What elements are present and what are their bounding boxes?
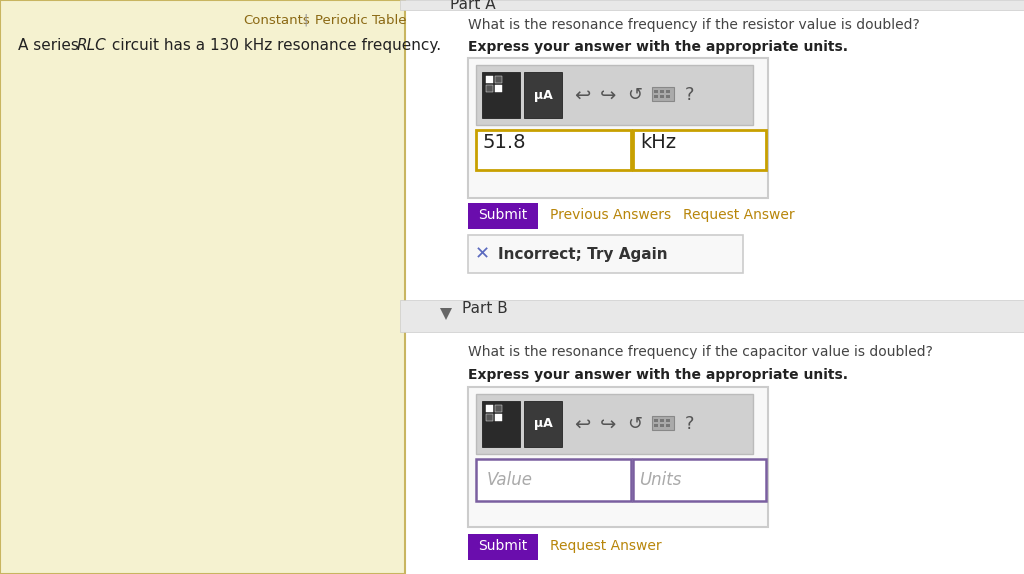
Text: ↪: ↪ xyxy=(600,86,616,104)
Bar xyxy=(476,459,631,501)
Text: Submit: Submit xyxy=(478,208,527,222)
Bar xyxy=(468,235,743,273)
Text: |: | xyxy=(303,14,307,27)
Text: Express your answer with the appropriate units.: Express your answer with the appropriate… xyxy=(468,40,848,54)
Bar xyxy=(524,401,562,447)
Text: ↺: ↺ xyxy=(628,86,643,104)
Text: ?: ? xyxy=(684,86,693,104)
Bar xyxy=(654,95,658,98)
Text: A series: A series xyxy=(18,38,84,53)
Bar xyxy=(400,0,1024,10)
Bar xyxy=(633,459,766,501)
Bar xyxy=(476,65,753,125)
Bar xyxy=(652,416,674,430)
Bar xyxy=(486,405,493,412)
Bar xyxy=(476,394,753,454)
Text: RLC: RLC xyxy=(77,38,106,53)
Text: Express your answer with the appropriate units.: Express your answer with the appropriate… xyxy=(468,368,848,382)
Text: Value: Value xyxy=(487,471,534,489)
Text: ↺: ↺ xyxy=(628,415,643,433)
Bar xyxy=(468,387,768,527)
Text: Units: Units xyxy=(639,471,681,489)
Bar xyxy=(468,58,768,198)
Bar xyxy=(476,130,631,170)
Text: ✕: ✕ xyxy=(474,245,489,263)
Text: Submit: Submit xyxy=(478,539,527,553)
Bar xyxy=(652,87,674,101)
Text: Constants: Constants xyxy=(243,14,309,27)
Text: Request Answer: Request Answer xyxy=(550,539,662,553)
Bar xyxy=(468,203,538,229)
Text: 51.8: 51.8 xyxy=(483,133,526,152)
Bar xyxy=(660,424,664,427)
Bar xyxy=(495,76,502,83)
Bar xyxy=(633,130,766,170)
Bar xyxy=(654,419,658,422)
Text: ↩: ↩ xyxy=(573,414,590,433)
Text: Periodic Table: Periodic Table xyxy=(315,14,407,27)
Bar xyxy=(400,300,1024,332)
Bar xyxy=(666,419,670,422)
Bar xyxy=(482,72,520,118)
Bar xyxy=(654,424,658,427)
Text: Incorrect; Try Again: Incorrect; Try Again xyxy=(498,246,668,262)
Bar xyxy=(495,85,502,92)
Text: Request Answer: Request Answer xyxy=(683,208,795,222)
Text: Previous Answers: Previous Answers xyxy=(550,208,671,222)
Bar xyxy=(0,0,406,574)
Text: What is the resonance frequency if the resistor value is doubled?: What is the resonance frequency if the r… xyxy=(468,18,920,32)
Bar xyxy=(486,85,493,92)
Bar xyxy=(666,90,670,93)
Text: ?: ? xyxy=(684,415,693,433)
Text: Part B: Part B xyxy=(462,301,508,316)
Text: μA: μA xyxy=(534,417,552,430)
Bar xyxy=(666,424,670,427)
Bar xyxy=(660,419,664,422)
Text: kHz: kHz xyxy=(640,133,676,152)
Bar xyxy=(660,90,664,93)
Bar xyxy=(482,401,520,447)
Bar xyxy=(654,90,658,93)
Bar xyxy=(495,405,502,412)
Bar xyxy=(486,76,493,83)
Text: ↪: ↪ xyxy=(600,414,616,433)
Polygon shape xyxy=(440,308,452,320)
Bar xyxy=(524,72,562,118)
Text: μA: μA xyxy=(534,88,552,102)
Text: What is the resonance frequency if the capacitor value is doubled?: What is the resonance frequency if the c… xyxy=(468,345,933,359)
Bar xyxy=(486,414,493,421)
Text: Part A: Part A xyxy=(450,0,496,12)
Bar xyxy=(666,95,670,98)
Bar xyxy=(495,414,502,421)
Bar xyxy=(660,95,664,98)
Text: ↩: ↩ xyxy=(573,86,590,104)
Text: circuit has a 130 kHz resonance frequency.: circuit has a 130 kHz resonance frequenc… xyxy=(106,38,441,53)
Bar xyxy=(468,534,538,560)
